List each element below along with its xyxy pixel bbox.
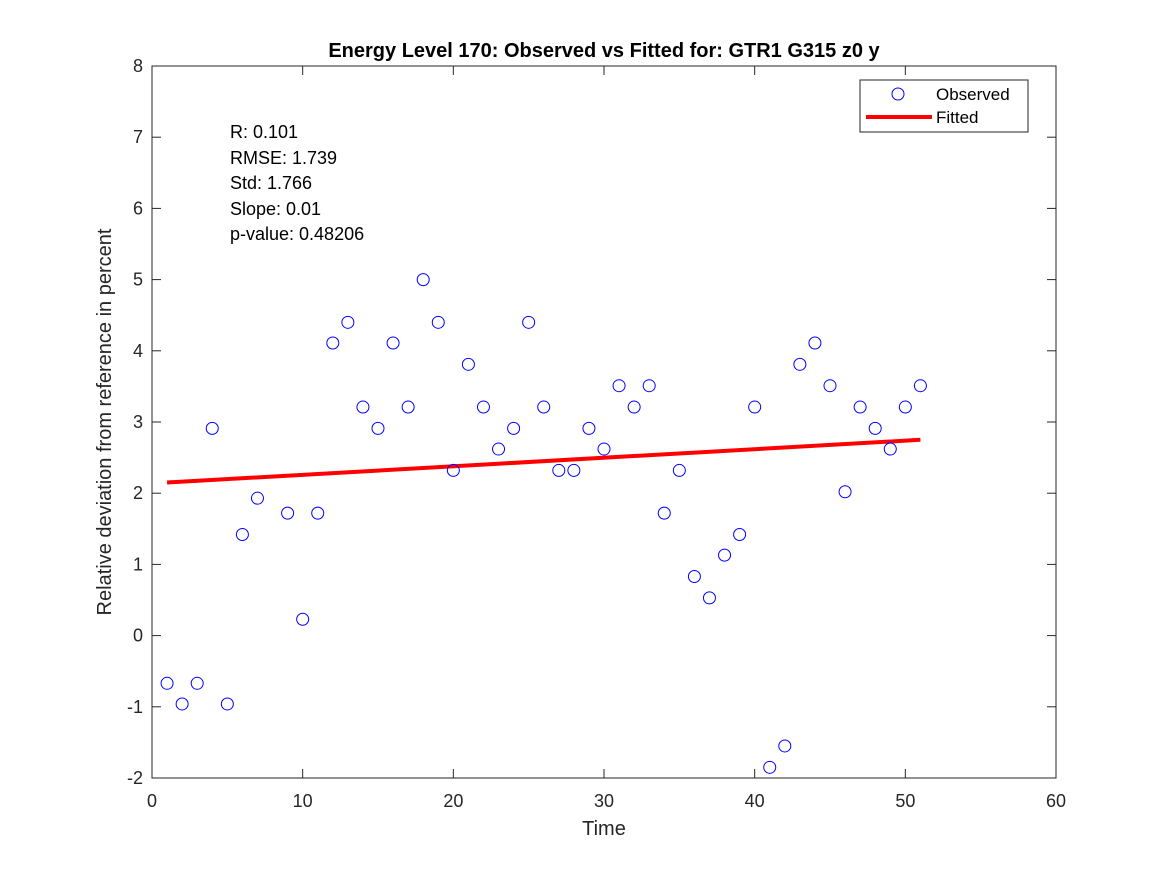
legend: Observed Fitted [859, 79, 1029, 133]
legend-observed-label: Observed [936, 85, 1010, 104]
x-tick-label: 0 [147, 791, 157, 811]
y-tick-label: 3 [133, 412, 143, 432]
observed-point [476, 400, 490, 414]
observed-point [431, 315, 445, 329]
y-axis-label: Relative deviation from reference in per… [94, 228, 116, 615]
x-tick-label: 10 [293, 791, 313, 811]
y-tick-label: 4 [133, 341, 143, 361]
stat-slope: Slope: 0.01 [230, 199, 321, 219]
x-tick-label: 20 [443, 791, 463, 811]
observed-point [883, 442, 897, 456]
ticks: 0 10 20 30 40 50 60 -2 -1 0 1 2 3 4 5 6 7 8 [127, 56, 1066, 811]
observed-point [341, 315, 355, 329]
chart-title: Energy Level 170: Observed vs Fitted for… [328, 40, 880, 62]
observed-point [567, 463, 581, 477]
observed-point [492, 442, 506, 456]
x-axis-label: Time [582, 818, 626, 840]
observed-point [898, 400, 912, 414]
observed-point [356, 400, 370, 414]
x-tick-label: 60 [1046, 791, 1066, 811]
fitted-layer [166, 437, 921, 485]
observed-point [868, 421, 882, 435]
observed-point [702, 591, 716, 605]
observed-point [718, 548, 732, 562]
observed-point [190, 676, 204, 690]
fitted-line [166, 437, 921, 485]
observed-point [235, 527, 249, 541]
observed-point [296, 612, 310, 626]
stats-annotation: R: 0.101 RMSE: 1.739 Std: 1.766 Slope: 0… [230, 122, 364, 244]
y-tick-label: 0 [133, 626, 143, 646]
observed-point [522, 315, 536, 329]
y-tick-label: 5 [133, 270, 143, 290]
observed-point [838, 485, 852, 499]
observed-point [582, 421, 596, 435]
plot-box [151, 65, 1057, 779]
observed-point [401, 400, 415, 414]
stat-rmse: RMSE: 1.739 [230, 148, 337, 168]
legend-observed-marker [891, 87, 905, 101]
x-tick-label: 40 [745, 791, 765, 811]
plot-area [152, 66, 1056, 778]
observed-point [627, 400, 641, 414]
observed-point [672, 463, 686, 477]
observed-point [175, 697, 189, 711]
observed-point [326, 336, 340, 350]
observed-point [597, 442, 611, 456]
observed-point [250, 491, 264, 505]
observed-point [748, 400, 762, 414]
observed-point [205, 421, 219, 435]
observed-point [507, 421, 521, 435]
observed-point [281, 506, 295, 520]
observed-point [733, 527, 747, 541]
observed-point [220, 697, 234, 711]
observed-point [537, 400, 551, 414]
observed-point [612, 379, 626, 393]
legend-fitted-label: Fitted [936, 108, 979, 127]
x-tick-label: 30 [594, 791, 614, 811]
observed-points [160, 273, 927, 774]
stat-std: Std: 1.766 [230, 173, 312, 193]
stat-p-value: p-value: 0.48206 [230, 224, 364, 244]
observed-point [461, 357, 475, 371]
observed-point [808, 336, 822, 350]
stat-r: R: 0.101 [230, 122, 298, 142]
observed-point [778, 739, 792, 753]
y-tick-label: 2 [133, 483, 143, 503]
observed-point [823, 379, 837, 393]
y-tick-label: -1 [127, 697, 143, 717]
observed-point [371, 421, 385, 435]
observed-point [552, 463, 566, 477]
observed-point [160, 676, 174, 690]
observed-point [763, 760, 777, 774]
observed-point [416, 273, 430, 287]
y-tick-label: 7 [133, 127, 143, 147]
y-tick-label: -2 [127, 768, 143, 788]
observed-point [311, 506, 325, 520]
observed-point [913, 379, 927, 393]
observed-point [853, 400, 867, 414]
observed-point [642, 379, 656, 393]
observed-point [793, 357, 807, 371]
observed-point [687, 570, 701, 584]
observed-point [657, 506, 671, 520]
observed-point [386, 336, 400, 350]
legend-box [859, 79, 1029, 133]
y-tick-label: 8 [133, 56, 143, 76]
observed-point [446, 463, 460, 477]
y-tick-label: 1 [133, 554, 143, 574]
x-tick-label: 50 [895, 791, 915, 811]
y-tick-label: 6 [133, 198, 143, 218]
